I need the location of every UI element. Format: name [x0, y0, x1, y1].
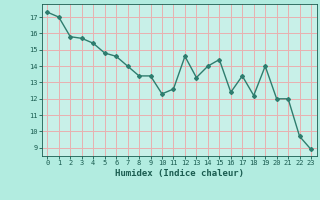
- X-axis label: Humidex (Indice chaleur): Humidex (Indice chaleur): [115, 169, 244, 178]
